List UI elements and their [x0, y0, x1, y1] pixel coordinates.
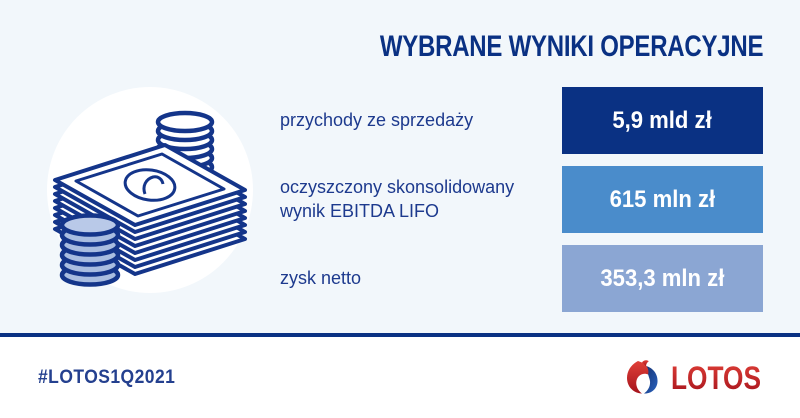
- money-illustration: [45, 85, 255, 295]
- metric-row-ebitda: oczyszczony skonsolidowany wynik EBITDA …: [280, 166, 763, 233]
- metric-value-box: 5,9 mld zł: [562, 87, 763, 154]
- metric-row-net-profit: zysk netto 353,3 mln zł: [280, 245, 763, 312]
- metric-value: 615 mln zł: [609, 185, 716, 213]
- metric-value: 5,9 mld zł: [612, 106, 713, 134]
- metric-row-revenue: przychody ze sprzedaży 5,9 mld zł: [280, 87, 763, 154]
- page-title: WYBRANE WYNIKI OPERACYJNE: [379, 30, 764, 63]
- metrics-list: przychody ze sprzedaży 5,9 mld zł oczysz…: [280, 87, 763, 312]
- footer: #LOTOS1Q2021: [0, 333, 800, 418]
- money-stack-with-coins-icon: [47, 87, 253, 293]
- metric-label: oczyszczony skonsolidowany wynik EBITDA …: [280, 177, 515, 221]
- lotos-emblem-icon: [623, 358, 663, 397]
- metric-value-box: 353,3 mln zł: [562, 245, 763, 312]
- main-section: WYBRANE WYNIKI OPERACYJNE: [45, 30, 764, 312]
- lotos-wordmark-text: LOTOS: [671, 362, 761, 394]
- metric-label: przychody ze sprzedaży: [280, 109, 474, 130]
- lotos-logo: LOTOS: [623, 358, 763, 398]
- metric-value: 353,3 mln zł: [600, 264, 725, 292]
- metric-value-box: 615 mln zł: [562, 166, 763, 233]
- lotos-wordmark: LOTOS: [671, 362, 761, 394]
- hashtag-label: #LOTOS1Q2021: [38, 366, 176, 388]
- metric-label: zysk netto: [280, 267, 362, 288]
